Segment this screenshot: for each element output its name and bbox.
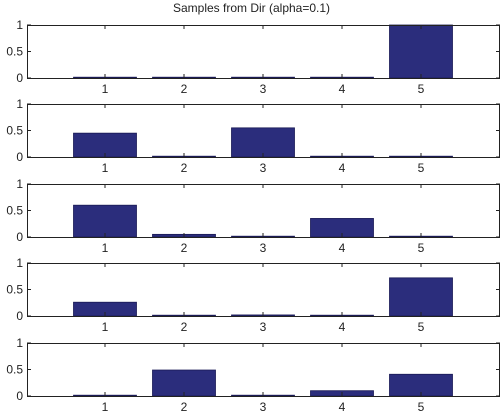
x-tick-label: 3 [260, 400, 267, 414]
x-tick-label: 1 [102, 320, 109, 334]
x-tick-label: 3 [260, 82, 267, 96]
bar-3-1 [73, 204, 137, 238]
x-tick-label: 2 [181, 320, 188, 334]
x-tick-label: 5 [418, 320, 425, 334]
x-tick-label: 2 [181, 161, 188, 175]
x-tick-label: 4 [339, 82, 346, 96]
x-tick-label: 4 [339, 161, 346, 175]
y-tick-label: 1 [16, 18, 23, 32]
y-tick-label: 0.5 [6, 204, 23, 218]
bar-5-2 [152, 369, 216, 397]
x-tick-label: 5 [418, 161, 425, 175]
y-tick-label: 0 [16, 389, 23, 403]
subplot-3: 0 0.5 1 1 2 3 4 5 [6, 177, 500, 255]
subplot-1: 0 0.5 1 1 2 3 4 5 [6, 18, 500, 96]
x-tick-label: 5 [418, 82, 425, 96]
x-tick-label: 4 [339, 400, 346, 414]
y-tick-label: 0 [16, 150, 23, 164]
x-tick-label: 1 [102, 241, 109, 255]
chart-title: Samples from Dir (alpha=0.1) [172, 1, 331, 15]
subplot-2: 0 0.5 1 1 2 3 4 5 [6, 97, 500, 175]
y-tick-label: 1 [16, 97, 23, 111]
x-tick-label: 2 [181, 241, 188, 255]
y-tick-label: 0.5 [6, 363, 23, 377]
y-tick-label: 1 [16, 256, 23, 270]
y-tick-label: 0.5 [6, 124, 23, 138]
y-tick-label: 0 [16, 309, 23, 323]
x-tick-label: 5 [418, 241, 425, 255]
y-tick-label: 0.5 [6, 283, 23, 297]
y-tick-label: 0.5 [6, 45, 23, 59]
x-tick-label: 2 [181, 82, 188, 96]
y-tick-label: 0 [16, 230, 23, 244]
x-tick-label: 3 [260, 241, 267, 255]
x-tick-label: 3 [260, 161, 267, 175]
bar-2-3 [231, 127, 295, 158]
x-tick-label: 2 [181, 400, 188, 414]
x-tick-label: 1 [102, 82, 109, 96]
x-tick-label: 3 [260, 320, 267, 334]
x-tick-label: 4 [339, 241, 346, 255]
bar-4-5 [389, 277, 453, 317]
x-tick-label: 1 [102, 400, 109, 414]
y-tick-label: 0 [16, 71, 23, 85]
subplot-4: 0 0.5 1 1 2 3 4 5 [6, 256, 500, 334]
x-tick-label: 5 [418, 400, 425, 414]
x-tick-label: 4 [339, 320, 346, 334]
y-tick-label: 1 [16, 336, 23, 350]
subplot-5: 0 0.5 1 1 2 3 4 5 [6, 336, 500, 414]
y-tick-label: 1 [16, 177, 23, 191]
x-tick-label: 1 [102, 161, 109, 175]
bar-1-5 [389, 24, 453, 79]
